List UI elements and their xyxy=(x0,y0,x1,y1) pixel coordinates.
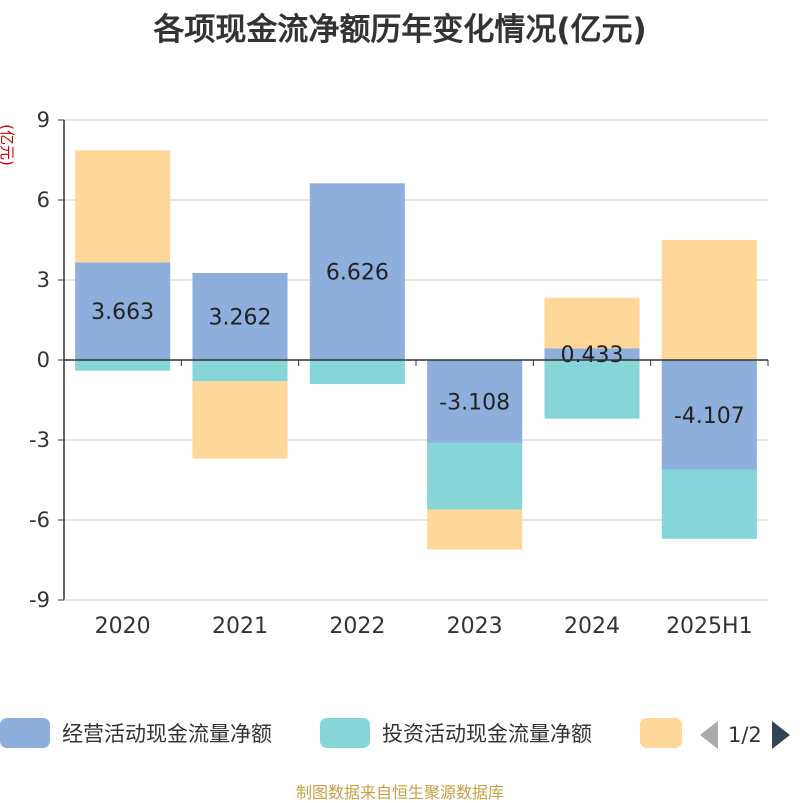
bar-3-2025H1 xyxy=(661,240,757,360)
legend-item-financing[interactable] xyxy=(640,716,682,750)
bar-2-2022 xyxy=(309,360,405,384)
x-tick-label: 2025H1 xyxy=(666,614,753,639)
x-tick-label: 2020 xyxy=(95,614,151,639)
x-tick-label: 2023 xyxy=(447,614,503,639)
y-tick-label: 0 xyxy=(37,348,50,372)
x-tick-label: 2021 xyxy=(212,614,268,639)
legend-item-operating[interactable]: 经营活动现金流量净额 xyxy=(0,716,272,750)
bar-2-2023 xyxy=(427,442,523,510)
y-tick-label: 9 xyxy=(37,108,50,132)
bar-2-2021 xyxy=(192,360,288,382)
y-tick-label: 3 xyxy=(37,268,50,292)
legend-swatch-financing xyxy=(640,718,682,748)
bar-2-2020 xyxy=(75,360,171,371)
bar-1-2023 xyxy=(427,360,523,443)
bar-3-2021 xyxy=(192,381,288,459)
y-axis-label: (亿元) xyxy=(0,124,16,166)
legend-label-operating: 经营活动现金流量净额 xyxy=(62,722,272,746)
chart-title: 各项现金流净额历年变化情况(亿元) xyxy=(153,12,647,48)
data-label-2025H1: -4.107 xyxy=(674,404,745,429)
legend-swatch-investing xyxy=(320,718,370,748)
bar-1-2021 xyxy=(192,273,288,360)
x-tick-label: 2022 xyxy=(329,614,385,639)
data-label-2020: 3.663 xyxy=(91,300,154,325)
data-label-2022: 6.626 xyxy=(326,261,389,286)
data-label-2021: 3.262 xyxy=(209,306,272,331)
arrow-right-icon[interactable] xyxy=(771,721,790,749)
y-tick-label: -9 xyxy=(29,588,50,612)
y-tick-label: 6 xyxy=(37,188,50,212)
legend-swatch-operating xyxy=(0,718,50,748)
bar-3-2020 xyxy=(75,150,171,263)
bar-3-2024 xyxy=(544,297,640,349)
bar-1-2024 xyxy=(544,348,640,360)
bar-2-2024 xyxy=(544,360,640,419)
bar-2-2025H1 xyxy=(661,469,757,539)
y-tick-label: -3 xyxy=(29,428,50,452)
x-tick-label: 2024 xyxy=(564,614,620,639)
bar-3-2023 xyxy=(427,509,523,550)
legend-item-investing[interactable]: 投资活动现金流量净额 xyxy=(320,716,592,750)
legend-page-indicator: 1/2 xyxy=(728,723,762,747)
source-note: 制图数据来自恒生聚源数据库 xyxy=(295,783,504,802)
y-tick-label: -6 xyxy=(29,508,50,532)
bar-1-2025H1 xyxy=(661,360,757,470)
legend: 经营活动现金流量净额 投资活动现金流量净额 1/2 xyxy=(0,716,800,756)
data-label-2024: 0.433 xyxy=(561,343,624,368)
data-label-2023: -3.108 xyxy=(439,390,510,415)
legend-label-investing: 投资活动现金流量净额 xyxy=(382,722,592,746)
arrow-left-icon[interactable] xyxy=(700,721,718,749)
bar-1-2020 xyxy=(75,262,171,360)
bar-1-2022 xyxy=(309,183,405,360)
legend-pager: 1/2 xyxy=(700,718,790,752)
